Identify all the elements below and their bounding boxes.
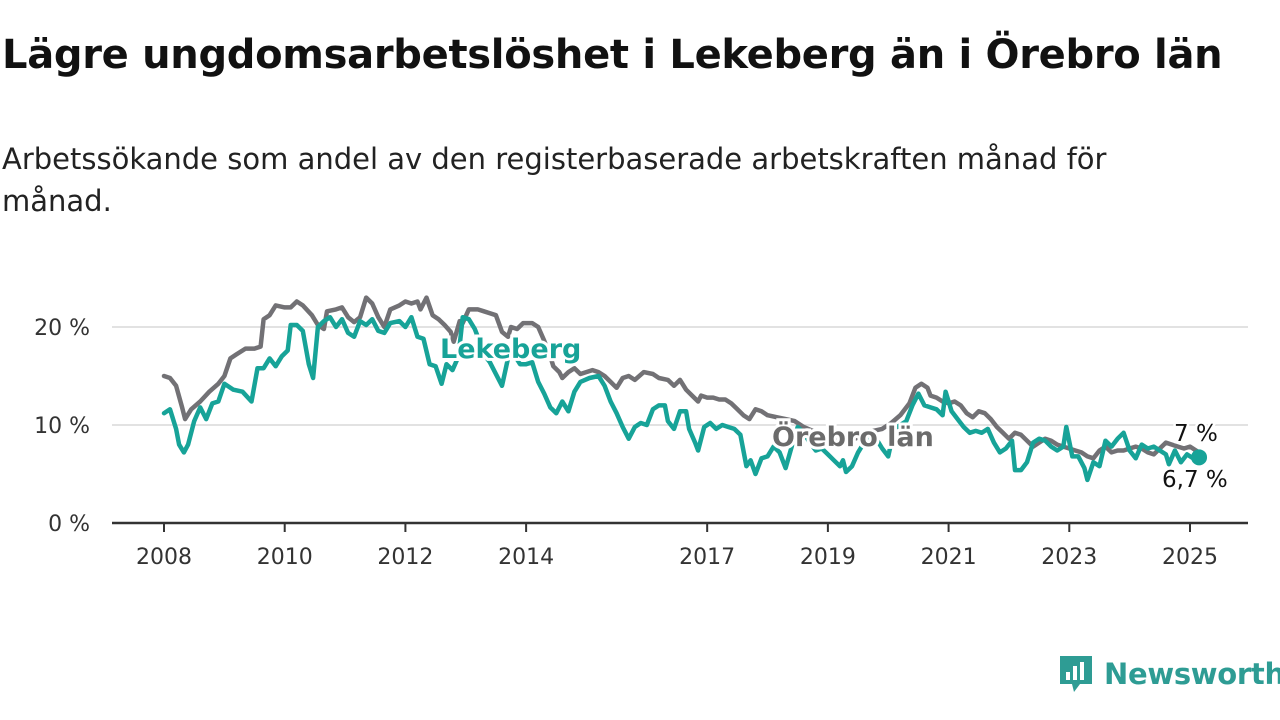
end-point-lekeberg	[1191, 449, 1208, 466]
x-tick-label: 2008	[136, 545, 192, 570]
chart-subtitle: Arbetssökande som andel av den registerb…	[2, 142, 1107, 218]
y-axis-ticks: 0 % 10 % 20 %	[34, 316, 90, 537]
series-line-orebro	[161, 295, 1205, 461]
x-tick-label: 2021	[921, 545, 977, 570]
x-tick-label: 2010	[257, 545, 313, 570]
y-tick-label: 20 %	[34, 316, 90, 341]
x-tick-label: 2019	[800, 545, 856, 570]
x-tick-label: 2012	[377, 545, 433, 570]
newsworthy-icon	[1060, 656, 1092, 692]
series-lines	[161, 295, 1205, 483]
chart-title: Lägre ungdomsarbetslöshet i Lekeberg än …	[2, 32, 1223, 78]
x-axis-ticks: 2008 2010 2012 2014 2017 2019 2021 2023 2025	[136, 523, 1218, 570]
series-label-orebro: Örebro län	[772, 420, 934, 453]
x-tick-label: 2014	[498, 545, 554, 570]
series-label-lekeberg: Lekeberg	[440, 334, 581, 365]
end-value-orebro: 7 %	[1174, 421, 1218, 447]
series-line-lekeberg	[161, 314, 1202, 483]
y-tick-label: 0 %	[48, 512, 90, 537]
x-tick-label: 2017	[679, 545, 735, 570]
end-value-lekeberg: 6,7 %	[1162, 467, 1228, 493]
brand-logo: Newsworthy	[1058, 654, 1280, 694]
brand-name: Newsworthy	[1104, 657, 1280, 691]
y-tick-label: 10 %	[34, 414, 90, 439]
x-tick-label: 2023	[1041, 545, 1097, 570]
x-tick-label: 2025	[1162, 545, 1218, 570]
